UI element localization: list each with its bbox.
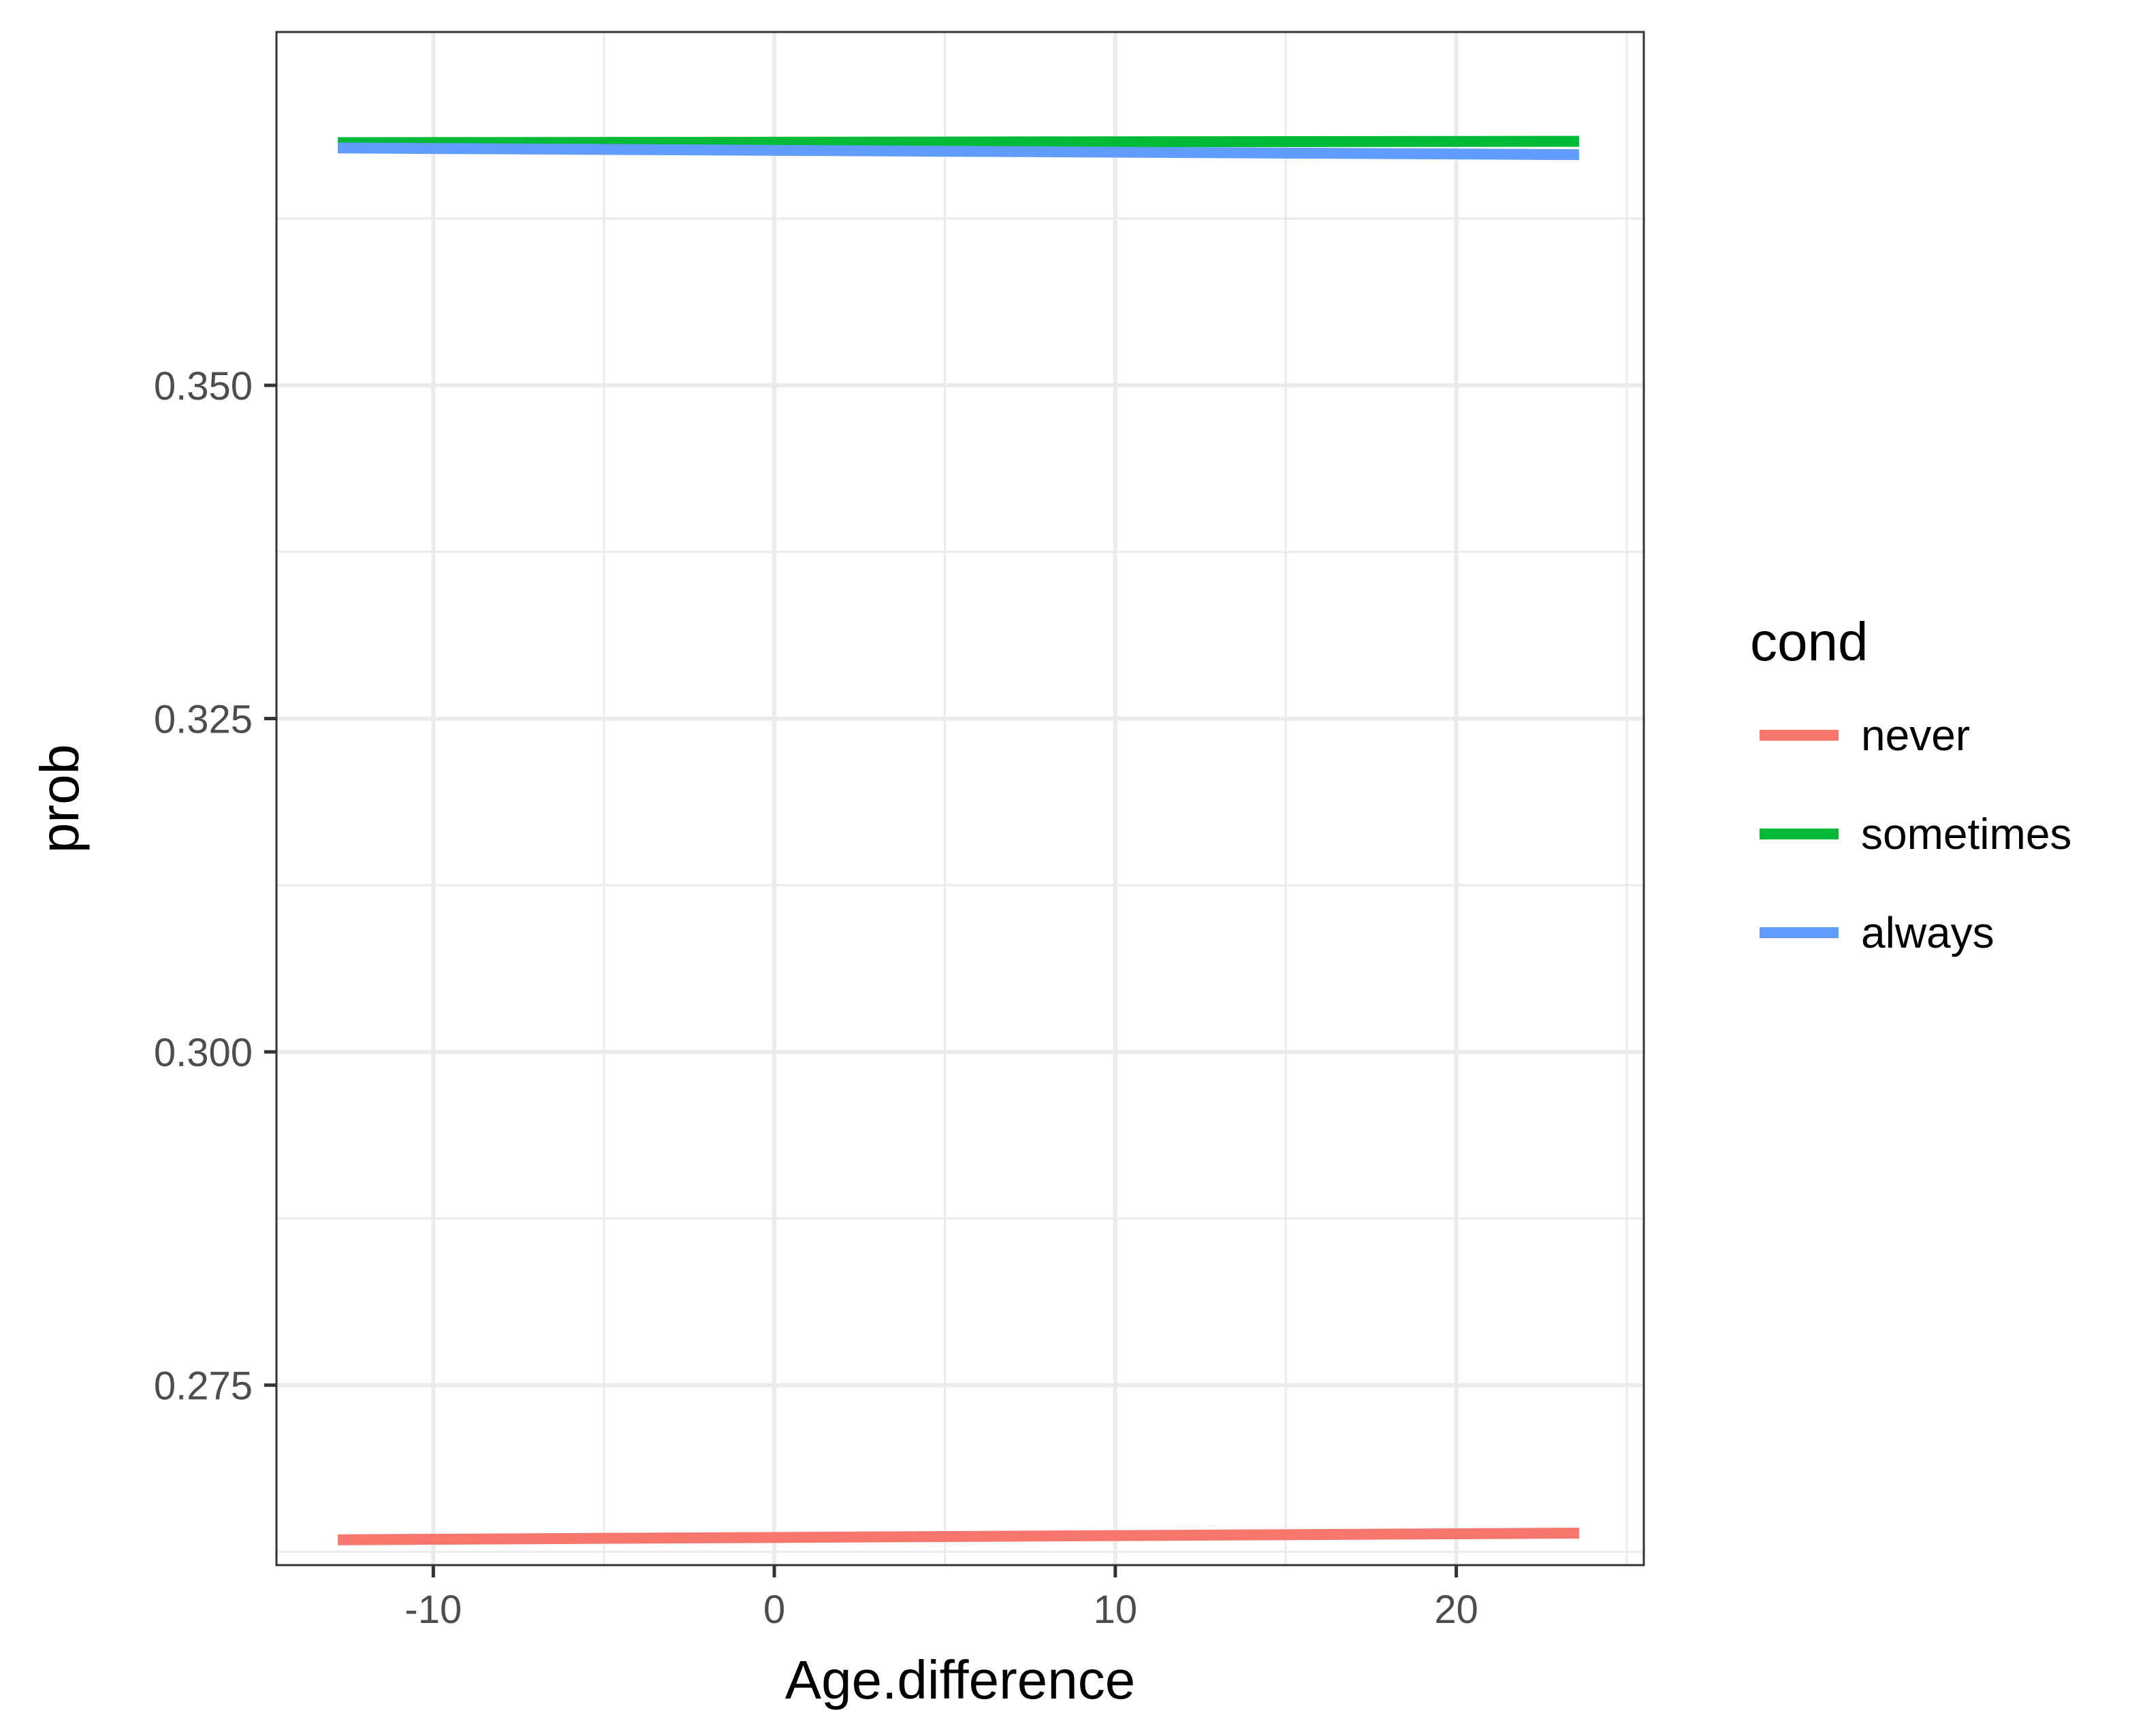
plot-panel <box>275 31 1645 1566</box>
y-tick-label: 0.350 <box>154 364 253 408</box>
y-tick-label: 0.275 <box>154 1364 253 1409</box>
legend-title: cond <box>1750 611 1868 672</box>
x-tick-label: 0 <box>763 1588 785 1632</box>
legend-label-sometimes: sometimes <box>1861 809 2071 858</box>
x-axis: -10 0 10 20 <box>404 1565 1478 1632</box>
legend-label-never: never <box>1861 711 1970 760</box>
legend: cond never sometimes always <box>1750 611 2071 957</box>
x-axis-title: Age.difference <box>785 1650 1135 1710</box>
series-layer <box>338 135 1579 1545</box>
y-tick-label: 0.300 <box>154 1031 253 1075</box>
series-line-sometimes <box>338 135 1579 148</box>
series-line-never <box>338 1528 1579 1545</box>
panel-border <box>275 31 1645 1566</box>
y-axis-title: prob <box>29 744 90 853</box>
x-tick-label: 20 <box>1434 1588 1478 1632</box>
series-line-always <box>338 142 1579 161</box>
y-axis: 0.275 0.300 0.325 0.350 <box>154 364 276 1409</box>
x-tick-label: 10 <box>1094 1588 1138 1632</box>
panel-background <box>276 32 1644 1565</box>
x-tick-label: -10 <box>404 1588 462 1632</box>
grid-layer <box>276 32 1644 1565</box>
y-tick-label: 0.325 <box>154 698 253 742</box>
legend-label-always: always <box>1861 908 1995 957</box>
